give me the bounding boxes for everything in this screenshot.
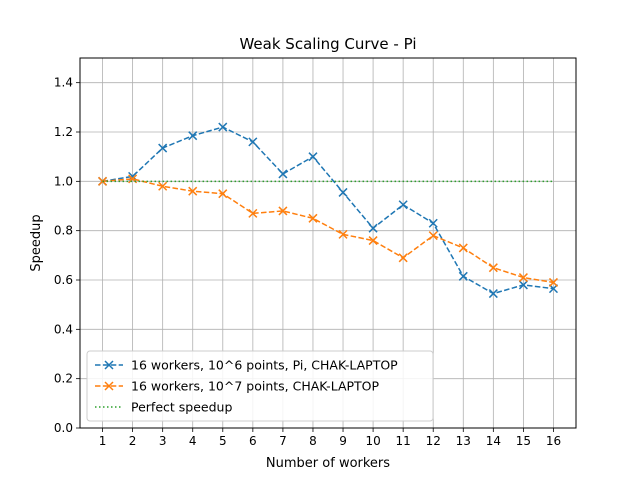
- series-layer: [98, 122, 558, 299]
- y-tick-label: 1.0: [54, 174, 73, 188]
- x-tick-label: 12: [426, 434, 441, 448]
- legend-label-2: 16 workers, 10^7 points, CHAK-LAPTOP: [131, 379, 380, 394]
- data-point-series-1: [338, 187, 348, 197]
- x-tick-label: 1: [99, 434, 107, 448]
- x-tick-label: 5: [219, 434, 227, 448]
- data-point-series-2: [188, 186, 198, 196]
- series-line-2: [102, 178, 554, 284]
- data-point-series-1: [248, 137, 258, 147]
- x-axis-label: Number of workers: [266, 456, 390, 471]
- data-point-series-1: [308, 152, 318, 162]
- data-point-series-2: [398, 253, 408, 263]
- data-point-series-1: [218, 122, 228, 132]
- legend-label-3: Perfect speedup: [131, 400, 232, 415]
- x-tick-label: 6: [249, 434, 257, 448]
- y-axis-label: Speedup: [29, 214, 44, 271]
- y-tick-label: 1.4: [54, 76, 73, 90]
- data-point-series-1: [278, 169, 288, 179]
- data-point-series-1: [488, 289, 498, 299]
- data-point-series-2: [428, 231, 438, 241]
- data-point-series-1: [158, 143, 168, 153]
- x-tick-label: 8: [309, 434, 317, 448]
- chart-title: Weak Scaling Curve - Pi: [239, 35, 416, 53]
- y-tick-label: 0.0: [54, 421, 73, 435]
- x-tick-label: 13: [456, 434, 471, 448]
- x-tick-label: 10: [365, 434, 380, 448]
- data-point-series-2: [218, 189, 228, 199]
- x-tick-label: 14: [486, 434, 501, 448]
- data-point-series-2: [488, 263, 498, 273]
- x-tick-label: 16: [546, 434, 561, 448]
- data-point-series-2: [308, 213, 318, 223]
- data-point-series-2: [158, 181, 168, 191]
- axis-ticks: 1 2 3 4 5 6 7 8 9 10 11 12 13 14 15 160.00.20.40.60.81.…: [54, 76, 561, 448]
- x-tick-label: 9: [339, 434, 347, 448]
- x-tick-label: 3: [159, 434, 167, 448]
- data-point-series-2: [338, 229, 348, 239]
- legend-marker-2: [104, 381, 114, 391]
- data-point-series-2: [248, 208, 258, 218]
- data-point-series-1: [458, 271, 468, 281]
- legend: 16 workers, 10^6 points, Pi, CHAK-LAPTOP…: [86, 350, 434, 422]
- y-tick-label: 0.6: [54, 273, 73, 287]
- plot-frame: [79, 57, 577, 429]
- x-tick-label: 7: [279, 434, 287, 448]
- data-point-series-2: [518, 273, 528, 283]
- data-point-series-2: [278, 206, 288, 216]
- legend-box: [86, 350, 434, 422]
- data-point-series-2: [548, 277, 558, 287]
- data-point-series-1: [518, 280, 528, 290]
- data-point-series-1: [188, 131, 198, 141]
- series-line-1: [102, 126, 554, 295]
- y-tick-label: 1.2: [54, 125, 73, 139]
- y-tick-label: 0.4: [54, 322, 73, 336]
- y-tick-label: 0.8: [54, 224, 73, 238]
- legend-marker-1: [104, 360, 114, 370]
- y-tick-label: 0.2: [54, 372, 73, 386]
- data-point-series-1: [398, 200, 408, 210]
- data-point-series-1: [428, 218, 438, 228]
- x-tick-label: 11: [396, 434, 411, 448]
- x-tick-label: 15: [516, 434, 531, 448]
- legend-label-1: 16 workers, 10^6 points, Pi, CHAK-LAPTOP: [131, 358, 398, 373]
- data-point-series-2: [368, 236, 378, 246]
- data-point-series-1: [368, 223, 378, 233]
- x-tick-label: 4: [189, 434, 197, 448]
- x-tick-label: 2: [129, 434, 137, 448]
- data-point-series-2: [458, 243, 468, 253]
